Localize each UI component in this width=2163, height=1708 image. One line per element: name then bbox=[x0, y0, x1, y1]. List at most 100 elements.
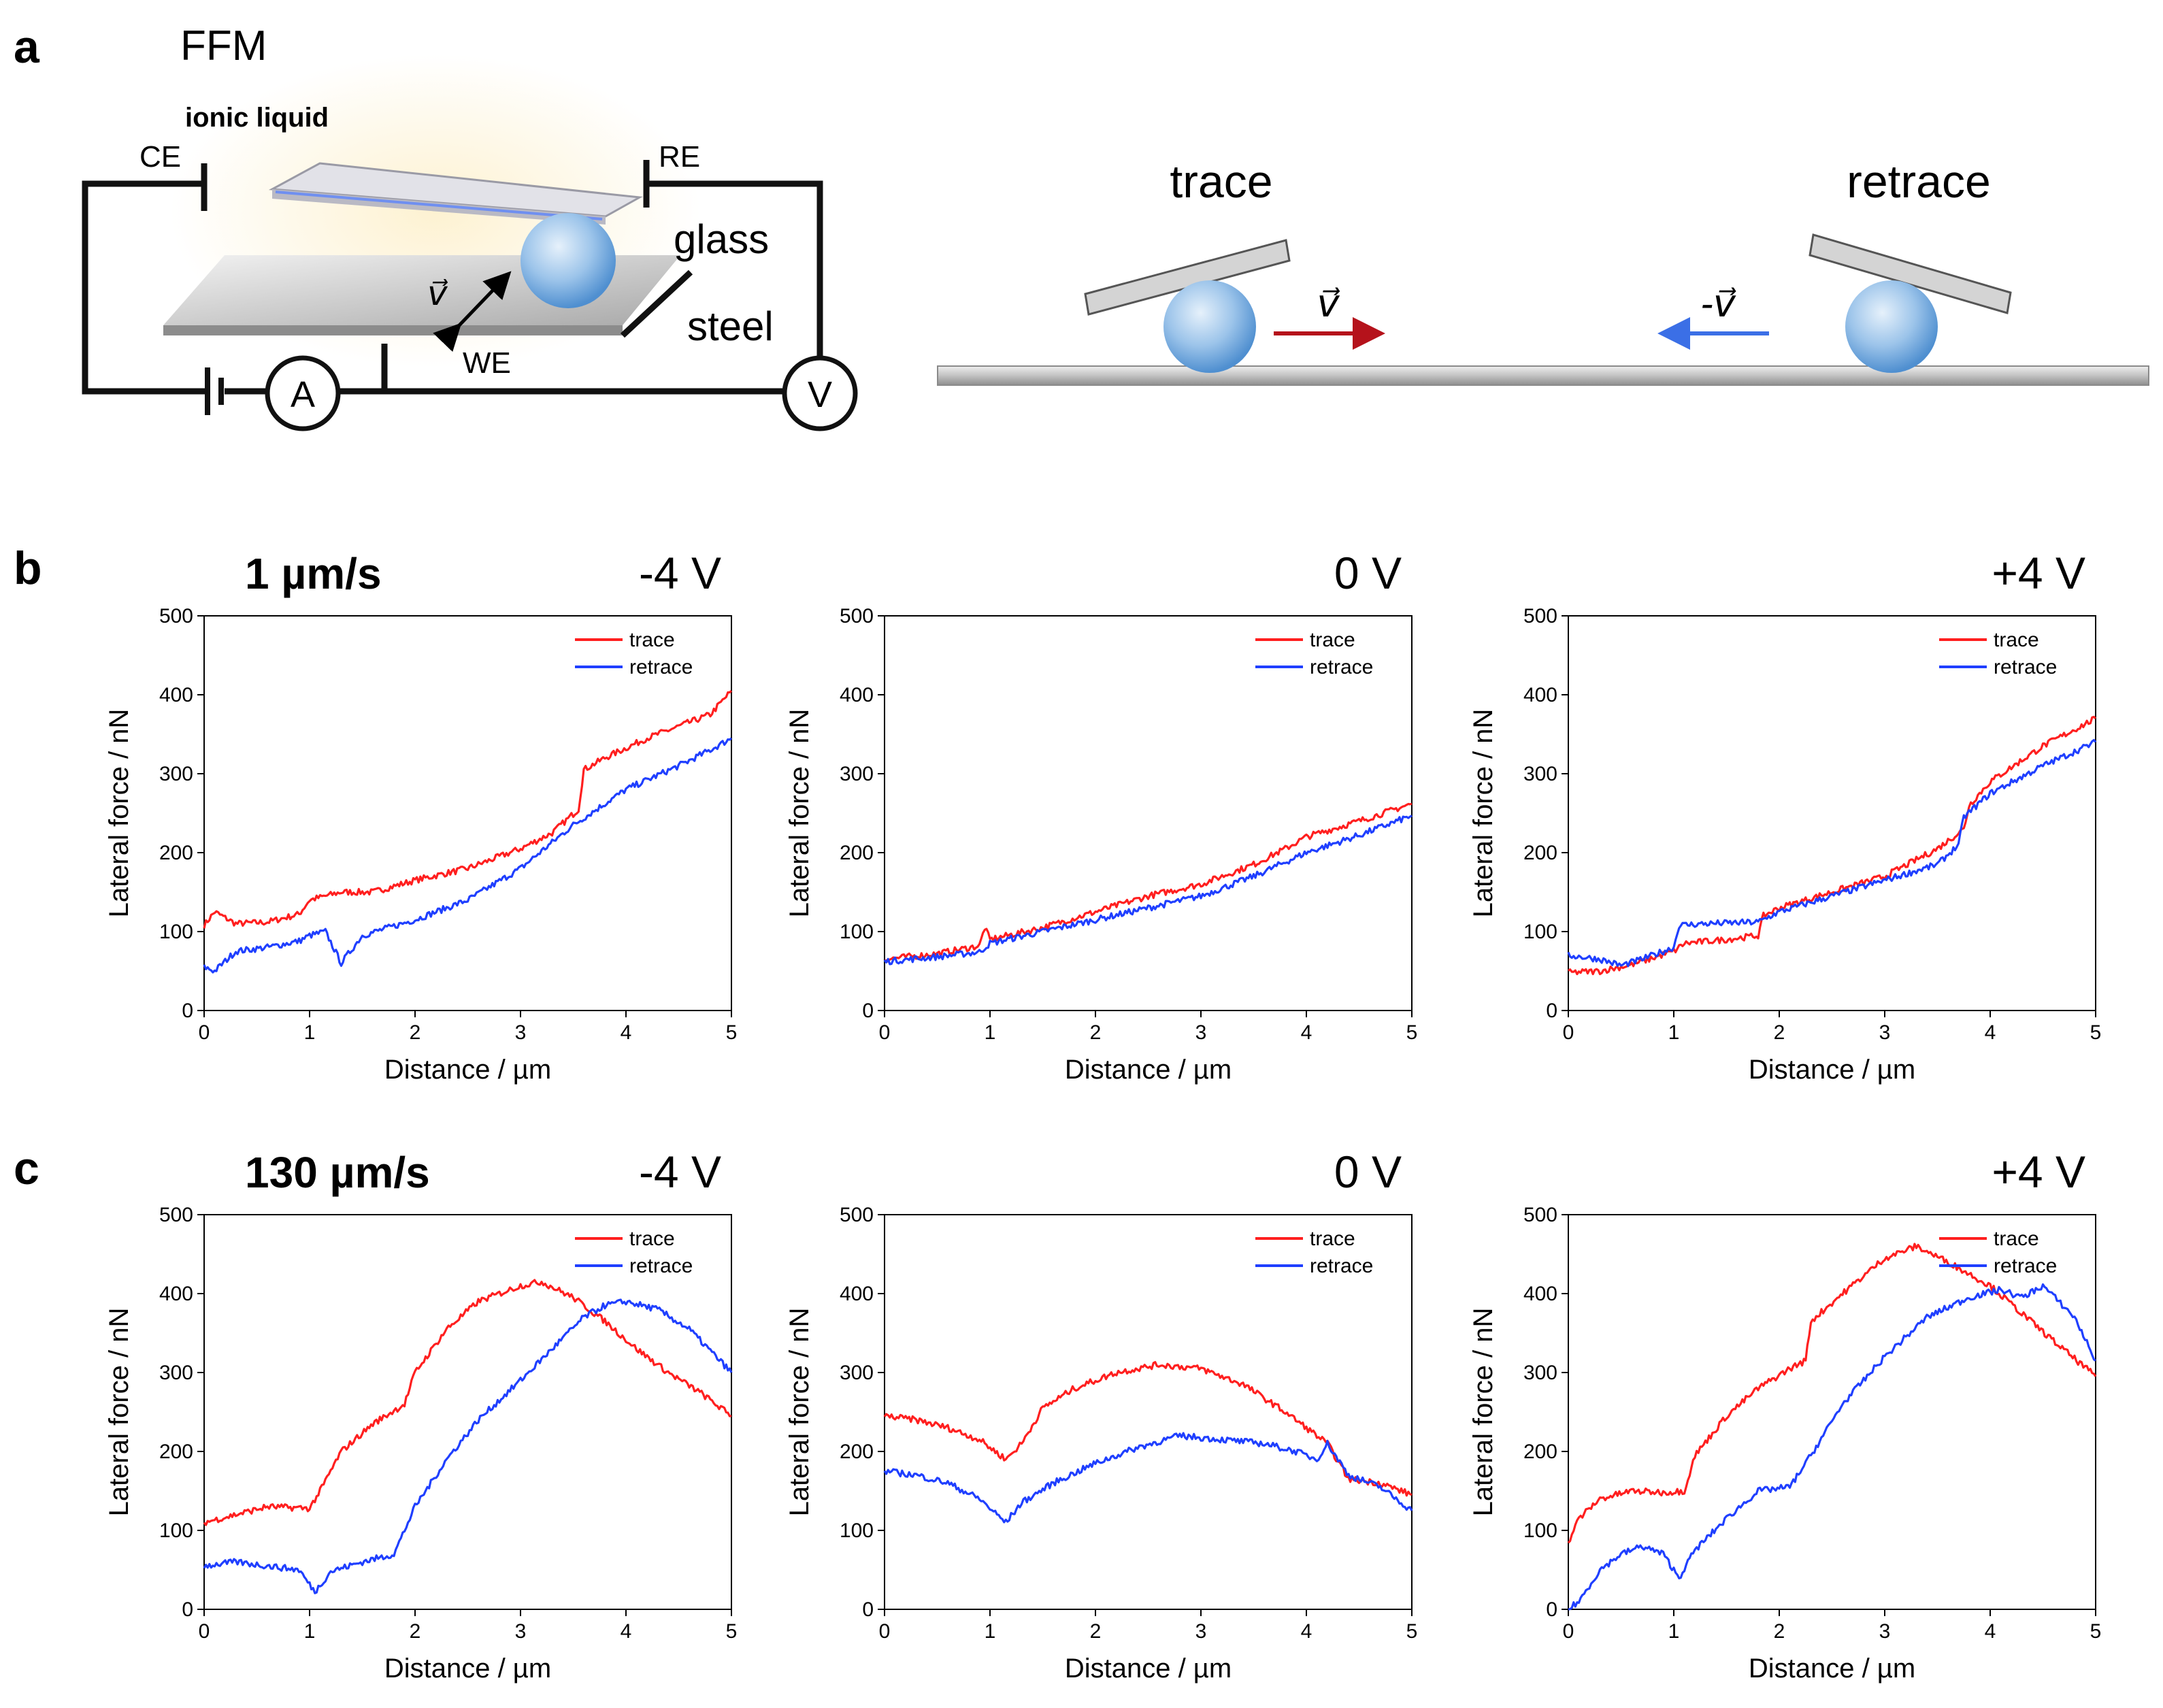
legend-label-trace: trace bbox=[1310, 1228, 1355, 1250]
series-line-retrace bbox=[1567, 738, 2097, 968]
y-tick-label: 100 bbox=[1523, 1520, 1557, 1542]
y-axis-label: Lateral force / nN bbox=[104, 1308, 134, 1517]
x-tick-label: 1 bbox=[985, 1620, 996, 1643]
sample-rail bbox=[937, 365, 2149, 386]
x-tick-label: 5 bbox=[2090, 1620, 2102, 1643]
panel-b-letter: b bbox=[14, 542, 42, 594]
y-tick-label: 200 bbox=[1523, 842, 1557, 864]
x-tick-label: 3 bbox=[1879, 1620, 1891, 1643]
x-tick-label: 1 bbox=[304, 1021, 316, 1044]
series-line-trace bbox=[883, 1361, 1413, 1497]
y-axis-label: Lateral force / nN bbox=[1468, 1308, 1498, 1517]
y-tick-label: 100 bbox=[159, 921, 193, 943]
x-tick-label: 2 bbox=[1774, 1021, 1785, 1044]
y-tick-label: 400 bbox=[840, 684, 874, 706]
retrace-label: retrace bbox=[1847, 156, 1991, 208]
x-tick-label: 4 bbox=[1985, 1021, 1996, 1044]
we-label: WE bbox=[463, 346, 511, 380]
voltage-label: +4 V bbox=[1992, 1147, 2085, 1197]
plot-frame bbox=[203, 615, 732, 1011]
x-tick-label: 4 bbox=[1301, 1021, 1312, 1044]
retrace-cantilever bbox=[1809, 233, 2012, 314]
x-tick-label: 3 bbox=[515, 1620, 527, 1643]
velocity-label: v⃗ bbox=[427, 274, 448, 312]
y-tick-label: 200 bbox=[840, 1441, 874, 1463]
legend-label-retrace: retrace bbox=[629, 1255, 693, 1277]
legend-label-trace: trace bbox=[1994, 1228, 2039, 1250]
legend-label-trace: trace bbox=[1310, 629, 1355, 651]
circuit-wiring bbox=[82, 160, 823, 395]
legend-label-retrace: retrace bbox=[1310, 656, 1373, 678]
legend-label-retrace: retrace bbox=[1994, 1255, 2057, 1277]
x-axis-label: Distance / µm bbox=[1749, 1055, 1915, 1085]
x-tick-label: 4 bbox=[621, 1620, 632, 1643]
x-axis-label: Distance / µm bbox=[384, 1055, 551, 1085]
x-axis-label: Distance / µm bbox=[1749, 1654, 1915, 1684]
y-axis-label: Lateral force / nN bbox=[1468, 709, 1498, 918]
plot-frame bbox=[1568, 615, 2096, 1011]
x-tick-label: 0 bbox=[1563, 1021, 1574, 1044]
y-tick-label: 500 bbox=[840, 1204, 874, 1226]
x-tick-label: 1 bbox=[304, 1620, 316, 1643]
x-axis-label: Distance / µm bbox=[1065, 1055, 1232, 1085]
y-tick-label: 400 bbox=[159, 1283, 193, 1305]
y-tick-label: 400 bbox=[159, 684, 193, 706]
legend-label-retrace: retrace bbox=[1994, 656, 2057, 678]
chart-c1: 130 µm/s -4 V 0 100 200 300 400 500 0 1 2 3 4 5 Distan… bbox=[104, 1147, 737, 1684]
y-tick-label: 300 bbox=[159, 1362, 193, 1384]
ffm-title: FFM bbox=[180, 22, 267, 69]
series-line-retrace bbox=[883, 1432, 1413, 1524]
speed-label: 130 µm/s bbox=[245, 1148, 430, 1197]
voltmeter-label: V bbox=[808, 374, 832, 415]
x-tick-label: 0 bbox=[879, 1620, 891, 1643]
y-tick-label: 500 bbox=[159, 605, 193, 627]
panel-a: a FFM ionic liquid A V CE RE WE bbox=[14, 21, 2149, 431]
plot-frame bbox=[884, 615, 1413, 1011]
series-line-trace bbox=[203, 1279, 732, 1526]
panel-a-letter: a bbox=[14, 21, 40, 73]
y-tick-label: 0 bbox=[182, 1598, 193, 1621]
x-tick-label: 1 bbox=[1668, 1021, 1680, 1044]
series-line-retrace bbox=[1568, 1283, 2096, 1611]
ammeter-icon bbox=[265, 355, 341, 431]
wire-right bbox=[646, 180, 823, 367]
series-line-trace bbox=[1568, 715, 2097, 976]
y-tick-label: 100 bbox=[840, 921, 874, 943]
re-label: RE bbox=[659, 140, 700, 174]
legend-label-retrace: retrace bbox=[629, 656, 693, 678]
voltage-label: 0 V bbox=[1334, 1147, 1402, 1197]
x-tick-label: 0 bbox=[879, 1021, 891, 1044]
x-tick-label: 3 bbox=[1195, 1021, 1207, 1044]
y-tick-label: 0 bbox=[1546, 1598, 1557, 1621]
y-tick-label: 200 bbox=[159, 1441, 193, 1463]
x-tick-label: 5 bbox=[2090, 1021, 2102, 1044]
y-tick-label: 400 bbox=[840, 1283, 874, 1305]
trace-velocity-label: v⃗ bbox=[1317, 282, 1340, 325]
x-tick-label: 0 bbox=[199, 1021, 210, 1044]
chart-b3: +4 V 0 100 200 300 400 500 0 1 2 3 4 5 Distance / µm L… bbox=[1468, 548, 2101, 1085]
y-tick-label: 500 bbox=[1523, 605, 1557, 627]
y-tick-label: 300 bbox=[840, 763, 874, 785]
y-tick-label: 100 bbox=[840, 1520, 874, 1542]
x-tick-label: 3 bbox=[1195, 1620, 1207, 1643]
legend-label-trace: trace bbox=[629, 1228, 675, 1250]
y-tick-label: 300 bbox=[159, 763, 193, 785]
trace-ball bbox=[1163, 280, 1256, 373]
glass-ball bbox=[521, 213, 616, 308]
x-tick-label: 1 bbox=[1668, 1620, 1680, 1643]
legend-label-retrace: retrace bbox=[1310, 1255, 1373, 1277]
x-tick-label: 3 bbox=[515, 1021, 527, 1044]
x-axis-label: Distance / µm bbox=[384, 1654, 551, 1684]
legend-label-trace: trace bbox=[629, 629, 675, 651]
speed-label: 1 µm/s bbox=[245, 549, 382, 598]
ammeter-label: A bbox=[291, 374, 315, 415]
y-tick-label: 0 bbox=[182, 1000, 193, 1022]
trace-cantilever bbox=[1084, 239, 1291, 316]
voltage-label: +4 V bbox=[1992, 548, 2085, 598]
glass-label: glass bbox=[674, 216, 769, 262]
x-tick-label: 4 bbox=[1985, 1620, 1996, 1643]
x-tick-label: 1 bbox=[985, 1021, 996, 1044]
x-tick-label: 4 bbox=[621, 1021, 632, 1044]
